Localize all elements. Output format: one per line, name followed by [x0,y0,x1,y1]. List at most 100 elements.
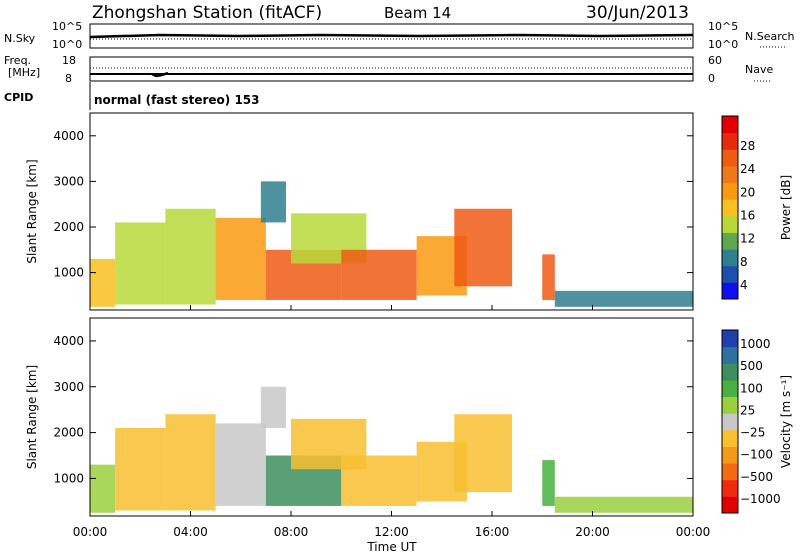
velocity-y-axis-label: Slant Range [km] [25,365,39,469]
freq-panel-traces [90,67,693,78]
velocity-colorbar-tick-label: −1000 [740,492,781,506]
sky-noise-trace [89,33,694,39]
freq-label-2: [MHz] [8,66,40,79]
velocity-colorbar-tick-label: −100 [740,448,773,462]
search-tick-low: 10^0 [708,38,738,51]
power-colorbar-segment [722,215,738,233]
power-colorbar-segment [722,132,738,150]
velocity-colorbar-segment [722,363,738,381]
power-colorbar-tick-label: 28 [740,139,755,153]
velocity-region-11 [554,496,693,513]
time-axis: 00:00 04:00 08:00 12:00 16:00 20:00 00:00 [73,525,711,539]
time-tick-label: 04:00 [173,525,208,539]
power-colorbar-segment [722,282,738,300]
velocity-region-0 [90,464,116,513]
time-tick-label: 16:00 [475,525,510,539]
velocity-region-10 [542,460,555,506]
velocity-region-9 [454,414,513,493]
power-colorbar-frame [721,115,739,300]
time-tick-label: 00:00 [73,525,108,539]
power-region-10 [542,254,555,300]
velocity-y-tick-label: 1000 [53,471,84,485]
power-y-tick-label: 2000 [53,220,84,234]
freq-panel [89,56,694,82]
time-tick-label: 12:00 [374,525,409,539]
velocity-colorbar-tick-label: −25 [740,426,765,440]
velocity-colorbar-tick-label: 100 [740,381,763,395]
sky-tick-low: 10^0 [52,38,82,51]
power-colorbar-segment [722,249,738,267]
nave-tick-high: 60 [708,54,722,67]
nave-tick-low: 0 [708,72,715,85]
power-colorbar-segment [722,199,738,217]
power-region-11 [554,290,693,307]
freq-dip [151,71,169,78]
velocity-colorbar-segment [722,346,738,364]
search-tick-high: 10^5 [708,20,738,33]
time-tick-label: 20:00 [575,525,610,539]
velocity-colorbar-segment [722,429,738,447]
velocity-colorbar-segment [722,396,738,414]
time-tick-label: 00:00 [676,525,711,539]
power-y-tick-label: 1000 [53,266,84,280]
power-colorbar-tick-label: 12 [740,232,755,246]
velocity-y-tick-label: 3000 [53,380,84,394]
cpid-label: CPID [4,91,33,104]
velocity-colorbar-segment [722,330,738,348]
sky-tick-high: 10^5 [52,20,82,33]
velocity-y-tick-label: 2000 [53,426,84,440]
velocity-colorbar-tick-label: −500 [740,470,773,484]
power-colorbar-tick-label: 16 [740,209,755,223]
freq-tick-low: 8 [65,72,72,85]
velocity-colorbar-segment [722,379,738,398]
velocity-region-3 [215,423,266,506]
power-region-0 [90,258,116,307]
power-colorbar-segment [722,116,738,134]
time-tick-label: 08:00 [274,525,309,539]
velocity-colorbar-segment [722,446,738,464]
power-colorbar-tick-label: 4 [740,278,748,292]
power-colorbar-tick-label: 8 [740,255,748,269]
power-region-1 [115,222,166,305]
power-y-tick-label: 4000 [53,129,84,143]
power-y-axis-label: Slant Range [km] [25,159,39,263]
power-colorbar-tick-label: 20 [740,185,755,199]
power-colorbar-tick-label: 24 [740,162,755,176]
date-label: 30/Jun/2013 [586,3,689,23]
velocity-panel: 1000 2000 3000 4000 Slant Range [km] 1000 500 1… [25,317,793,517]
search-label: N.Search [745,30,795,43]
velocity-colorbar-tick-label: 500 [740,359,763,373]
freq-tick-high: 18 [62,54,76,67]
velocity-region-7 [341,455,417,506]
power-colorbar-segment [722,182,738,200]
power-panel: 1000 2000 3000 4000 Slant Range [km] 4 8 12 16 20… [25,112,793,311]
power-colorbar-label: Power [dB] [779,175,793,240]
power-colorbar-segment [722,165,738,184]
velocity-colorbar-segment [722,463,738,481]
velocity-region-1 [115,428,166,511]
velocity-colorbar-tick-label: 25 [740,403,755,417]
time-axis-label: Time UT [366,540,417,554]
nave-label: Nave [745,63,773,76]
noise-panel-traces [89,33,694,40]
velocity-colorbar-segment [722,496,738,514]
velocity-colorbar-label: Velocity [m s⁻¹] [779,375,793,468]
velocity-colorbar-segment [722,413,738,431]
power-region-2 [165,208,216,305]
freq-label-1: Freq. [4,54,31,67]
cpid-value: normal (fast stereo) 153 [94,93,260,107]
velocity-colorbar-segment [722,479,738,497]
power-y-tick-label: 3000 [53,174,84,188]
velocity-region-2 [165,414,216,511]
power-region-9 [454,208,513,287]
velocity-colorbar-frame [721,329,739,514]
sky-label: N.Sky [4,32,36,45]
power-region-3 [215,217,266,300]
station-title: Zhongshan Station (fitACF) [92,3,322,23]
velocity-region-4 [260,386,286,428]
power-colorbar-segment [722,232,738,250]
beam-label: Beam 14 [384,4,451,22]
velocity-y-tick-label: 4000 [53,334,84,348]
velocity-colorbar-tick-label: 1000 [740,337,771,351]
